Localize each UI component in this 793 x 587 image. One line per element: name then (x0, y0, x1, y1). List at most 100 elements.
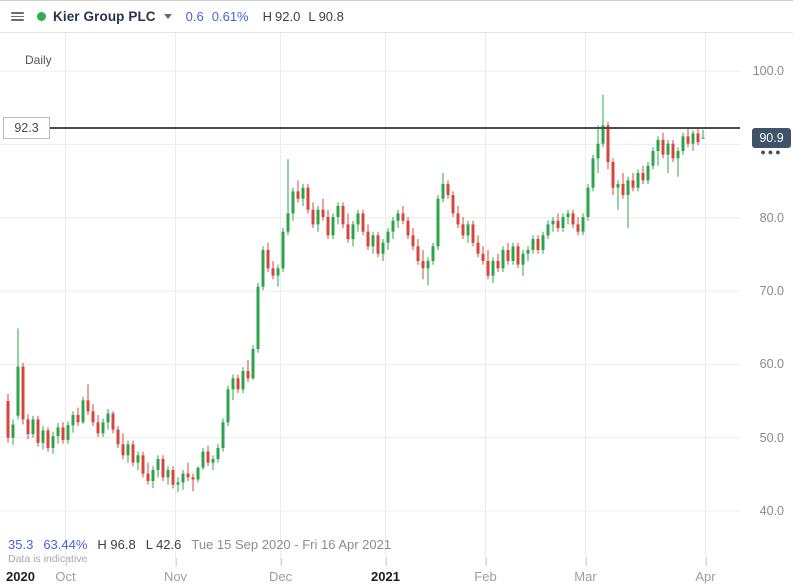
candle-up (81, 396, 85, 424)
candle-down (116, 426, 120, 448)
period-change-pct: 63.44% (43, 537, 88, 552)
time-tick-mark (585, 558, 587, 566)
price-tick-label: 100.0 (752, 64, 784, 79)
candle-down (456, 206, 460, 228)
candle-down (446, 180, 450, 199)
candle-up (201, 448, 205, 470)
candle-up (386, 228, 390, 250)
header-change: 0.6 (185, 9, 204, 24)
candle-up (16, 328, 20, 420)
candle-up (666, 140, 670, 173)
time-tick-mark (280, 558, 282, 566)
candle-down (321, 198, 325, 221)
candle-up (156, 455, 160, 478)
current-price-badge: 90.9 (752, 127, 791, 148)
time-axis[interactable]: 2020 Oct Nov Dec 2021 Feb Mar Apr (0, 558, 793, 587)
candle-down (36, 415, 40, 447)
candle-up (166, 466, 170, 485)
candle-up (241, 367, 245, 393)
candle-up (371, 231, 375, 254)
candle-down (406, 217, 410, 239)
time-tick-label: 2020 (6, 569, 35, 584)
candle-down (171, 466, 175, 489)
candle-up (51, 431, 55, 454)
candle-down (146, 462, 150, 485)
price-axis[interactable]: 100.0 80.0 70.0 60.0 50.0 40.0 (740, 33, 793, 566)
chevron-down-icon[interactable] (163, 14, 172, 19)
candle-down (481, 246, 485, 265)
candle-up (436, 195, 440, 250)
high-label: H (262, 9, 273, 24)
candle-up (601, 94, 605, 148)
candle-up (391, 217, 395, 239)
candle-down (476, 235, 480, 258)
candle-up (256, 283, 260, 353)
candle-up (181, 470, 185, 490)
candle-up (251, 345, 255, 380)
period-stats: 35.3 63.44% H 96.8 L 42.6 Tue 15 Sep 2020 - … (8, 537, 401, 552)
instrument-title[interactable]: Kier Group PLC (53, 9, 156, 24)
candle-down (641, 165, 645, 184)
candle-down (6, 393, 10, 443)
candle-up (676, 147, 680, 177)
period-low: L 42.6 (145, 537, 182, 552)
price-level-label[interactable]: 92.3 (3, 116, 50, 139)
low-label: L (308, 9, 316, 24)
candle-down (416, 239, 420, 265)
candle-up (221, 418, 225, 452)
candle-down (311, 202, 315, 228)
candle-down (326, 209, 330, 239)
time-tick-mark (705, 558, 707, 566)
candle-down (76, 407, 80, 426)
candle-up (126, 440, 130, 463)
candle-down (556, 213, 560, 232)
candle-down (461, 217, 465, 239)
candle-up (41, 426, 45, 450)
candle-up (226, 385, 230, 426)
interval-label[interactable]: Daily (25, 53, 52, 67)
candle-down (246, 360, 250, 382)
time-tick-mark (65, 558, 67, 566)
candle-up (591, 154, 595, 192)
price-level-line[interactable] (50, 126, 753, 129)
time-tick-label: Feb (474, 569, 497, 584)
candle-up (316, 206, 320, 232)
candle-up (541, 231, 545, 254)
candle-up (211, 455, 215, 470)
candle-down (131, 440, 135, 467)
candle-up (381, 239, 385, 261)
candle-down (411, 228, 415, 250)
price-tick-label: 80.0 (759, 210, 784, 225)
time-tick-label: Dec (268, 569, 293, 584)
candle-up (531, 235, 535, 254)
candle-up (281, 228, 285, 272)
candle-down (161, 455, 165, 481)
chart-plot-area[interactable]: Daily (0, 33, 740, 566)
candle-down (296, 180, 300, 203)
candle-up (216, 444, 220, 463)
candle-down (61, 422, 65, 444)
candle-up (566, 209, 570, 225)
period-high: H 96.8 (97, 537, 136, 552)
candle-up (336, 202, 340, 225)
candle-up (176, 477, 180, 492)
candle-down (111, 411, 115, 434)
candle-down (206, 445, 210, 467)
candle-down (26, 414, 30, 440)
candle-up (596, 125, 600, 173)
candle-up (546, 220, 550, 239)
candle-up (491, 257, 495, 283)
candle-down (621, 173, 625, 199)
candle-down (341, 202, 345, 228)
menu-button[interactable] (0, 1, 34, 33)
candle-up (636, 169, 640, 192)
candle-up (331, 213, 335, 239)
candle-down (421, 250, 425, 280)
price-tick-label: 50.0 (759, 430, 784, 445)
candle-up (651, 147, 655, 170)
time-tick-label: Oct (55, 569, 76, 584)
candlestick-chart[interactable] (0, 33, 740, 566)
price-tick-label: 40.0 (759, 504, 784, 518)
candle-down (346, 213, 350, 243)
